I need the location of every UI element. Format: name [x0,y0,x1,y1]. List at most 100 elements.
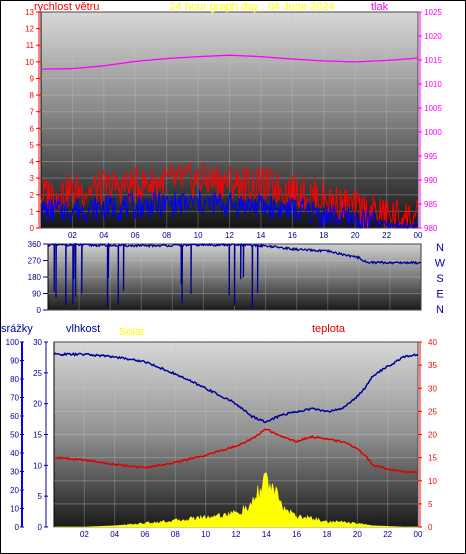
rain-tick-50: 50 [10,431,19,440]
humidity-label: vlhkost [66,323,100,335]
x-tick-22: 22 [382,231,391,240]
rain-tick-10: 10 [10,505,19,514]
speed-tick-2: 2 [30,191,35,200]
compass-label-3: E [436,289,443,301]
speed-tick-4: 4 [30,158,35,167]
series-line-gust [40,190,419,230]
direction-tick-180: 180 [28,273,42,282]
pressure-tick-985: 985 [424,200,438,209]
series-area-solar [54,472,418,528]
series-line-vlhkost [53,352,419,424]
speed-tick-13: 13 [25,8,34,17]
chart-title: 24 hour graph day : 04 June 2024 [169,1,334,13]
rain-label: srážky [1,323,33,335]
rain-tick-90: 90 [10,357,19,366]
pressure-axis: 980 985 990 995 1000 1005 1010 1015 1020 1025 [418,8,442,233]
series-line-teplota [53,428,419,474]
wind-pressure-plot-area [40,11,419,229]
x-tick-20: 20 [353,530,362,539]
speed-tick-3: 3 [30,174,35,183]
pressure-tick-1005: 1005 [424,104,442,113]
humidity-tick-15: 15 [33,431,42,440]
humidity-tick-25: 25 [33,369,42,378]
compass-label-0: N [436,242,444,254]
temp-humidity-panel: 0 10 20 30 40 50 60 70 80 90 100 0 5 10 15 20 25 30 0 5 10… [1,323,437,539]
rain-tick-0: 0 [15,523,20,532]
humidity-tick-5: 5 [38,492,43,501]
x-tick-06: 06 [131,231,140,240]
compass-label-4: N [436,304,444,316]
temp-tick-10: 10 [428,477,437,486]
speed-tick-1: 1 [30,207,35,216]
wind-speed-label: rychlost větru [34,1,99,13]
temp-tick-5: 5 [428,500,433,509]
rain-tick-30: 30 [10,468,19,477]
pressure-label: tlak [371,1,389,13]
temp-tick-15: 15 [428,454,437,463]
humidity-tick-30: 30 [33,338,42,347]
rain-tick-100: 100 [6,338,20,347]
compass-label-1: W [435,258,446,270]
speed-tick-10: 10 [25,58,34,67]
direction-tick-270: 270 [28,257,42,266]
rain-axis: 0 10 20 30 40 50 60 70 80 90 100 [6,338,24,532]
series-line-direction [47,242,422,308]
humidity-tick-20: 20 [33,400,42,409]
pressure-tick-1010: 1010 [424,80,442,89]
x-tick-08: 08 [171,530,180,539]
speed-tick-5: 5 [30,141,35,150]
speed-tick-0: 0 [30,224,35,233]
temp-tick-20: 20 [428,431,437,440]
temperature-axis: 0 5 10 15 20 25 30 35 40 [418,338,437,532]
wind-pressure-x-axis: 02 04 06 08 10 12 14 16 18 20 22 00 [68,231,423,240]
compass-label-2: S [436,273,443,285]
humidity-axis: 0 5 10 15 20 25 30 [33,338,48,532]
x-tick-14: 14 [256,231,265,240]
wind-pressure-series [40,54,419,230]
speed-tick-12: 12 [25,25,34,34]
direction-tick-90: 90 [32,290,41,299]
pressure-tick-1000: 1000 [424,128,442,137]
rain-tick-60: 60 [10,412,19,421]
x-tick-18: 18 [323,530,332,539]
temp-humidity-x-axis: 02 04 06 08 10 12 14 16 18 20 22 00 [80,530,423,539]
x-tick-06: 06 [141,530,150,539]
x-tick-10: 10 [201,530,210,539]
solar-label: Solar [119,326,145,338]
x-tick-08: 08 [162,231,171,240]
wind-direction-series [47,242,422,308]
temp-humidity-plot-area [53,341,419,528]
temp-tick-35: 35 [428,361,437,370]
humidity-tick-0: 0 [38,523,43,532]
x-tick-00: 00 [414,530,423,539]
rain-tick-20: 20 [10,486,19,495]
temp-tick-0: 0 [428,523,433,532]
speed-tick-7: 7 [30,108,35,117]
x-tick-14: 14 [262,530,271,539]
pressure-tick-1015: 1015 [424,56,442,65]
pressure-tick-1025: 1025 [424,8,442,17]
x-tick-20: 20 [351,231,360,240]
temp-tick-40: 40 [428,338,437,347]
temp-humidity-series [53,352,419,528]
direction-tick-0: 0 [37,306,42,315]
x-tick-02: 02 [80,530,89,539]
rain-tick-80: 80 [10,375,19,384]
pressure-tick-1020: 1020 [424,32,442,41]
humidity-tick-10: 10 [33,461,42,470]
speed-tick-9: 9 [30,74,35,83]
speed-tick-8: 8 [30,91,35,100]
x-tick-10: 10 [194,231,203,240]
x-tick-12: 12 [225,231,234,240]
direction-tick-360: 360 [28,240,42,249]
rain-tick-70: 70 [10,394,19,403]
temperature-label: teplota [312,323,346,335]
series-line-tlak [41,54,419,70]
wind-direction-axis: 0 90 180 270 360 [28,240,48,315]
speed-tick-11: 11 [26,41,35,50]
